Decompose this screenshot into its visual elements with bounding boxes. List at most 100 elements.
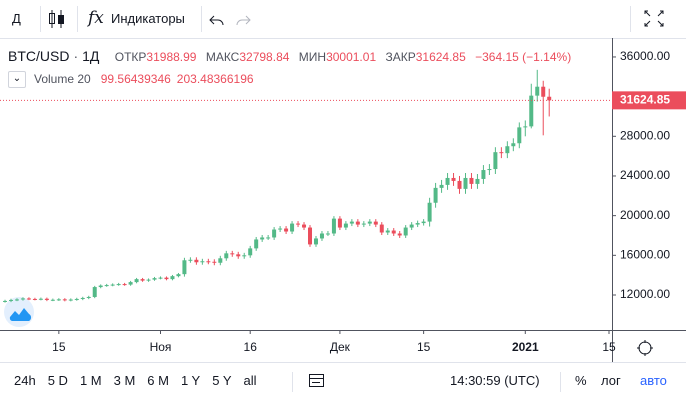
undo-icon[interactable] [209, 15, 224, 26]
ohlc-label: МАКС [205, 50, 240, 64]
candle-body [433, 187, 438, 203]
candle-body [421, 221, 426, 224]
candle-body [379, 224, 384, 233]
candle-body [242, 255, 247, 257]
candle-body [481, 170, 486, 179]
candle-body [349, 221, 354, 224]
interval: 1Д [82, 48, 100, 64]
candle-body [284, 228, 289, 232]
candle-body [152, 278, 157, 280]
candle-body [200, 261, 205, 263]
y-tick-label: 16000.00 [620, 247, 670, 261]
candle-body [451, 177, 456, 181]
indicators-icon[interactable]: fx [88, 8, 104, 28]
indicators-button[interactable]: Индикаторы [111, 11, 185, 26]
range-button[interactable]: 6 M [147, 373, 169, 388]
candle-body [373, 221, 378, 225]
candle-body [236, 254, 241, 257]
low-value: 30001.01 [326, 50, 377, 64]
candle-body [182, 260, 187, 275]
volume-name: Volume 20 [34, 72, 91, 86]
candle-body [343, 223, 348, 228]
fullscreen-icon[interactable] [644, 10, 664, 27]
redo-icon[interactable] [236, 15, 251, 26]
candle-body [134, 279, 139, 283]
volume-ma-value: 203.48366196 [176, 72, 254, 86]
x-tick-label: 2021 [512, 340, 539, 354]
candle-body [26, 298, 31, 300]
candle-body [325, 233, 330, 235]
candle-body [80, 297, 85, 299]
candle-body [523, 126, 528, 128]
settings-icon[interactable] [637, 340, 653, 356]
candle-body [188, 259, 193, 261]
candle-body [415, 223, 420, 225]
candle-body [529, 95, 534, 127]
collapse-button[interactable]: ⌄ [8, 71, 26, 88]
candle-body [110, 284, 115, 286]
auto-button[interactable]: авто [640, 373, 667, 388]
range-button[interactable]: all [243, 373, 257, 388]
candle-body [290, 223, 295, 232]
candle-body [439, 184, 444, 188]
candle-body [3, 300, 8, 302]
candle-body [176, 274, 181, 277]
ohlc-label: ЗАКР [385, 50, 416, 64]
candle-body [248, 248, 253, 256]
x-tick-label: 15 [52, 340, 66, 354]
candles-icon[interactable] [49, 10, 64, 28]
candle-body [140, 279, 145, 281]
y-tick-label: 24000.00 [620, 168, 670, 182]
candle-body [541, 86, 546, 97]
candle-body [122, 284, 127, 286]
x-tick-label: Ноя [150, 340, 172, 354]
volume-value: 99.56439346 [100, 72, 171, 86]
x-tick-label: 15 [417, 340, 431, 354]
candle-body [92, 287, 97, 297]
candle-body [116, 284, 121, 286]
candle-body [535, 86, 540, 96]
candle-body [367, 221, 372, 224]
calendar-icon[interactable] [309, 374, 324, 387]
change: −364.15 (−1.14%) [475, 50, 572, 64]
candle-body [206, 261, 211, 263]
range-button[interactable]: 3 M [113, 373, 136, 388]
candle-body [50, 299, 55, 301]
percent-button[interactable]: % [575, 373, 587, 388]
range-button[interactable]: 5 D [47, 373, 68, 388]
volume-legend: Volume 20 99.56439346 203.48366196 [34, 72, 254, 86]
y-tick-label: 20000.00 [620, 208, 670, 222]
candle-body [319, 233, 324, 239]
candle-body [278, 228, 283, 230]
range-button[interactable]: 24h [14, 373, 36, 388]
logo [4, 297, 34, 327]
candle-body [56, 299, 61, 301]
candle-body [499, 152, 504, 154]
range-buttons: 24h 5 D 1 M 3 M 6 M 1 Y 5 Y all [14, 373, 269, 388]
x-tick-label: 15 [602, 340, 616, 354]
candle-body [266, 237, 271, 239]
candle-body [302, 224, 307, 228]
log-button[interactable]: лог [601, 373, 621, 388]
candle-body [391, 230, 396, 234]
range-button[interactable]: 5 Y [212, 373, 232, 388]
toolbar-icons [40, 6, 664, 32]
candle-body [104, 285, 109, 287]
candle-body [469, 177, 474, 184]
close-value: 31624.85 [415, 50, 466, 64]
y-tick-label: 36000.00 [620, 49, 670, 63]
candle-body [212, 261, 217, 263]
candle-body [218, 258, 223, 263]
candle-body [254, 239, 259, 249]
range-button[interactable]: 1 M [79, 373, 102, 388]
interval-button[interactable]: Д [12, 11, 21, 26]
symbol: BTC/USD [8, 48, 70, 64]
candle-body [32, 298, 37, 300]
high-value: 32798.84 [239, 50, 290, 64]
candle-body [68, 299, 73, 301]
candle-body [337, 218, 342, 228]
candle-body [38, 298, 43, 300]
range-button[interactable]: 1 Y [180, 373, 201, 388]
